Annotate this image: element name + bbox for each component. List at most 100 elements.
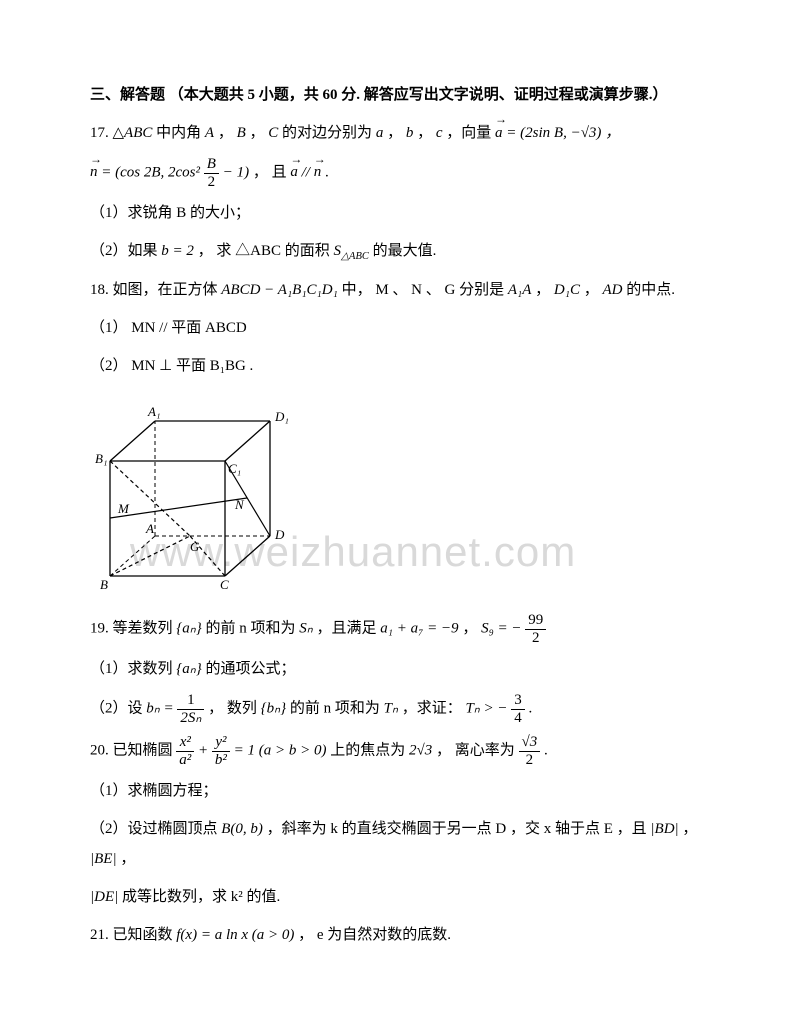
vec-a: a xyxy=(495,118,503,148)
den: b² xyxy=(212,752,230,769)
den: 2 xyxy=(525,630,546,647)
Tn-gt: Tₙ > − xyxy=(465,700,507,716)
question-18: 18. 如图，在正方体 ABCD − A₁B₁C₁D₁ 中， M 、 N 、 G… xyxy=(90,275,710,305)
q19p2-mid3: ，求证： xyxy=(402,700,466,716)
q18-mid: 中， M 、 N 、 G 分别是 xyxy=(342,282,508,298)
period: . xyxy=(529,700,533,716)
frac-B-2: B 2 xyxy=(204,156,219,190)
q19-mid2: ，且满足 xyxy=(317,620,381,636)
vec-a2: a xyxy=(290,157,298,187)
q19-pre: 等差数列 xyxy=(113,620,177,636)
q19p2-mid2: 的前 n 项和为 xyxy=(290,700,384,716)
sep: ， xyxy=(120,851,135,867)
q20-mid: 上的焦点为 xyxy=(330,742,409,758)
sep: ， xyxy=(413,125,436,141)
seq-an2: {aₙ} xyxy=(176,661,201,677)
label-A1: A₁ xyxy=(147,404,160,419)
question-21: 21. 已知函数 f(x) = a ln x (a > 0) ， e 为自然对数… xyxy=(90,920,710,950)
num: √3 xyxy=(519,734,541,752)
period: . xyxy=(544,742,548,758)
vec-n2: n xyxy=(314,157,322,187)
q19p1-tail: 的通项公式； xyxy=(206,661,296,677)
q18-part2: （2） MN ⊥ 平面 B₁BG . xyxy=(90,351,710,381)
sep: ， xyxy=(682,821,697,837)
question-17-line2: n = (cos 2B, 2cos² B 2 − 1) ， 且 a // n . xyxy=(90,156,710,190)
t17-intro-mid2: 的对边分别为 xyxy=(282,125,376,141)
cube-diagram: A₁ D₁ B₁ C₁ A D B C M N G xyxy=(90,391,710,602)
frac-num: B xyxy=(204,156,219,174)
num: y² xyxy=(212,734,230,752)
label-C1: C₁ xyxy=(228,461,241,476)
section-title: 三、解答题 （本大题共 5 小题，共 60 分. 解答应写出文字说明、证明过程或… xyxy=(90,80,710,110)
q20-pre: 已知椭圆 xyxy=(113,742,177,758)
eq-tail: = 1 (a > b > 0) xyxy=(234,742,327,758)
bn: bₙ = xyxy=(146,700,177,716)
edge3: AD xyxy=(602,282,622,298)
frac-e: √3 2 xyxy=(519,734,541,768)
cond1: a₁ + a₇ = −9 xyxy=(380,620,458,636)
label-B: B xyxy=(100,577,108,591)
triangle-symbol: △ xyxy=(113,125,125,141)
q19p1-pre: （1）求数列 xyxy=(90,661,176,677)
angle-A: A xyxy=(205,125,214,141)
sep: ， xyxy=(214,125,237,141)
q17p2-tail: 的最大值. xyxy=(373,243,437,259)
label-C: C xyxy=(220,577,229,591)
S9: S₉ = − xyxy=(481,620,521,636)
den: 2 xyxy=(519,752,541,769)
label-A: A xyxy=(145,521,154,536)
frac-99-2: 99 2 xyxy=(525,612,546,646)
label-M: M xyxy=(117,501,130,516)
vec-n-val-post: − 1) xyxy=(223,164,249,180)
q19-part1: （1）求数列 {aₙ} 的通项公式； xyxy=(90,654,710,684)
fx: f(x) = a ln x (a > 0) xyxy=(176,927,294,943)
label-N: N xyxy=(234,497,245,512)
vec-a-val: = (2sin B, −√3) ， xyxy=(506,125,620,141)
cond-tail: ， 且 xyxy=(253,164,291,180)
vec-n-val-pre: = (cos 2B, 2cos² xyxy=(101,164,204,180)
num: 1 xyxy=(177,692,204,710)
frac-den: 2 xyxy=(204,174,219,191)
num: x² xyxy=(176,734,194,752)
label-D1: D₁ xyxy=(274,409,289,424)
sep: ， xyxy=(462,620,481,636)
q21-pre: 已知函数 xyxy=(113,927,177,943)
angle-C: C xyxy=(268,125,278,141)
q18-num: 18. xyxy=(90,282,109,298)
sep: ， xyxy=(383,125,406,141)
plus: + xyxy=(198,742,212,758)
cube-name: ABCD − A₁B₁C₁D₁ xyxy=(221,282,338,298)
q17-num: 17. xyxy=(90,125,109,141)
den: 2Sₙ xyxy=(177,710,204,727)
q19-num: 19. xyxy=(90,620,109,636)
BD: |BD| xyxy=(650,821,678,837)
seq-an: {aₙ} xyxy=(176,620,201,636)
bseq: {bₙ} xyxy=(261,700,286,716)
t17-intro-vec: ，向量 xyxy=(446,125,495,141)
q17p2-b: b = 2 xyxy=(161,243,194,259)
sep: ， xyxy=(246,125,269,141)
q21-tail: ， e 为自然对数的底数. xyxy=(298,927,451,943)
Tn: Tₙ xyxy=(384,700,398,716)
side-c: c xyxy=(436,125,443,141)
edge2: D₁C xyxy=(554,282,580,298)
frac-3-4: 3 4 xyxy=(511,692,525,726)
question-17: 17. △ABC 中内角 A ， B ， C 的对边分别为 a ， b ， c … xyxy=(90,118,710,148)
frac-y2b2: y² b² xyxy=(212,734,230,768)
q19-mid1: 的前 n 项和为 xyxy=(206,620,300,636)
angle-B: B xyxy=(237,125,246,141)
BE: |BE| xyxy=(90,851,117,867)
q17-part1: （1）求锐角 B 的大小； xyxy=(90,198,710,228)
q19p2-pre: （2）设 xyxy=(90,700,146,716)
q17p2-Ssub: △ABC xyxy=(341,251,369,262)
Sn: Sₙ xyxy=(299,620,312,636)
t17-intro-mid: 中内角 xyxy=(156,125,205,141)
period: . xyxy=(325,164,329,180)
q20-part2b: |DE| 成等比数列，求 k² 的值. xyxy=(90,882,710,912)
num: 3 xyxy=(511,692,525,710)
parallel: // xyxy=(302,164,314,180)
q20-part2: （2）设过椭圆顶点 B(0, b) ，斜率为 k 的直线交椭圆于另一点 D ，交… xyxy=(90,814,710,874)
B-pt: B(0, b) xyxy=(221,821,263,837)
frac-bn: 1 2Sₙ xyxy=(177,692,204,726)
q20-num: 20. xyxy=(90,742,109,758)
